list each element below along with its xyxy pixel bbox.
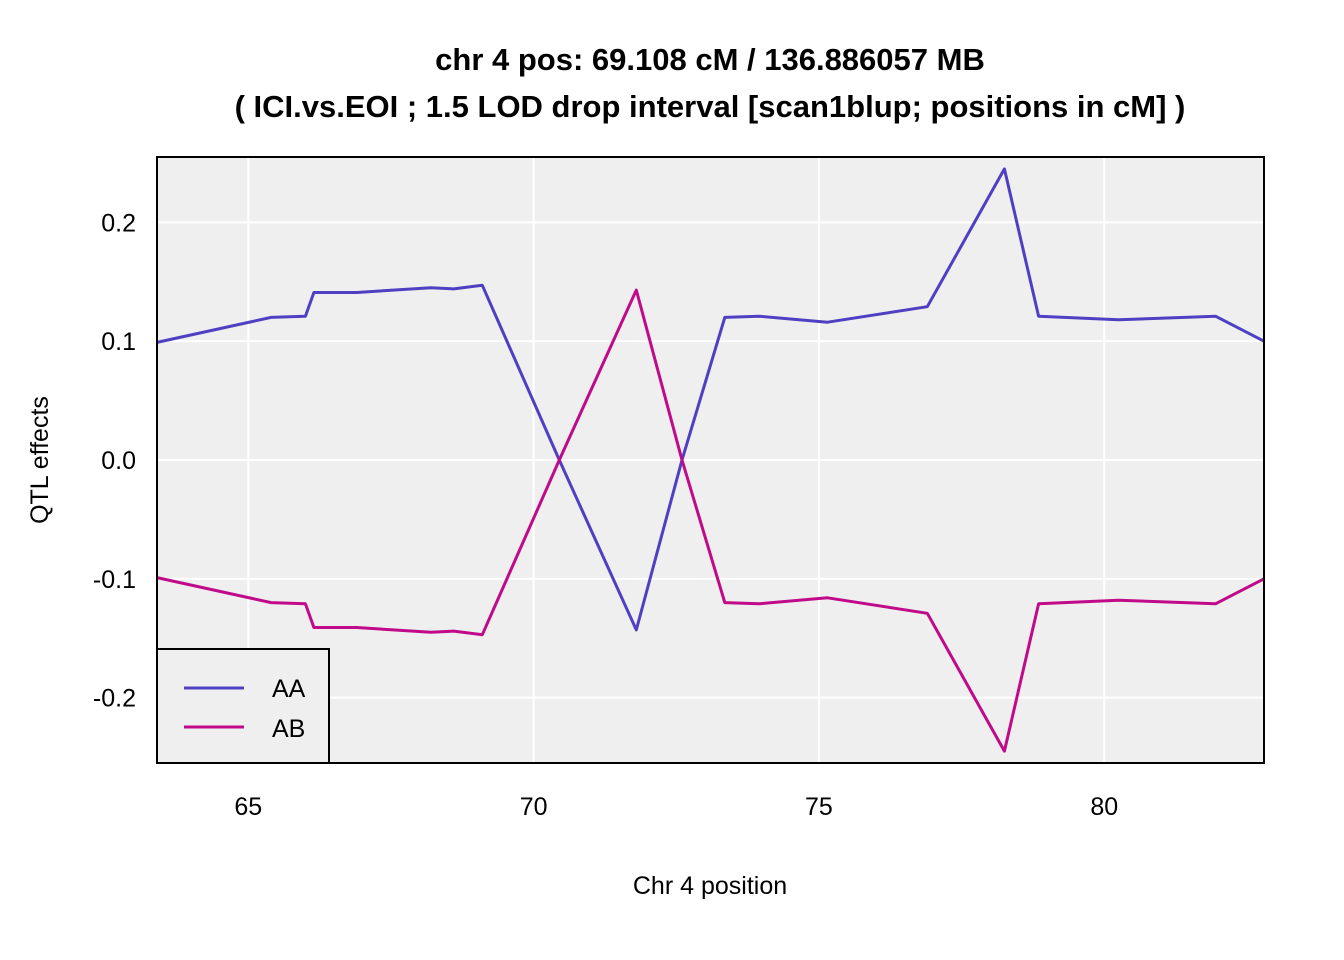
series-lines [156, 167, 1265, 753]
series-line-aa [156, 167, 1265, 632]
x-axis-label: Chr 4 position [633, 872, 787, 900]
legend-label-aa: AA [272, 675, 306, 703]
x-tick-label: 70 [520, 793, 548, 821]
y-tick-label: -0.2 [93, 685, 136, 713]
x-axis-ticks: 65 70 75 80 [234, 793, 1118, 821]
series-line-ab [156, 288, 1265, 753]
chart-title: chr 4 pos: 69.108 cM / 136.886057 MB [435, 42, 985, 77]
y-tick-label: 0.2 [101, 209, 136, 237]
y-tick-label: -0.1 [93, 566, 136, 594]
y-tick-label: 0.0 [101, 447, 136, 475]
legend: AA AB [156, 648, 330, 764]
x-tick-label: 75 [805, 793, 833, 821]
y-axis-label: QTL effects [26, 396, 54, 524]
grid-lines [157, 157, 1264, 763]
x-tick-label: 65 [234, 793, 262, 821]
x-tick-label: 80 [1090, 793, 1118, 821]
y-axis-ticks: -0.2 -0.1 0.0 0.1 0.2 [93, 209, 136, 712]
y-tick-label: 0.1 [101, 328, 136, 356]
legend-box [156, 648, 330, 764]
chart-subtitle: ( ICI.vs.EOI ; 1.5 LOD drop interval [sc… [235, 89, 1186, 124]
legend-label-ab: AB [272, 715, 305, 743]
plot-panel-frame [156, 156, 1265, 764]
plot-panel [156, 156, 1265, 764]
